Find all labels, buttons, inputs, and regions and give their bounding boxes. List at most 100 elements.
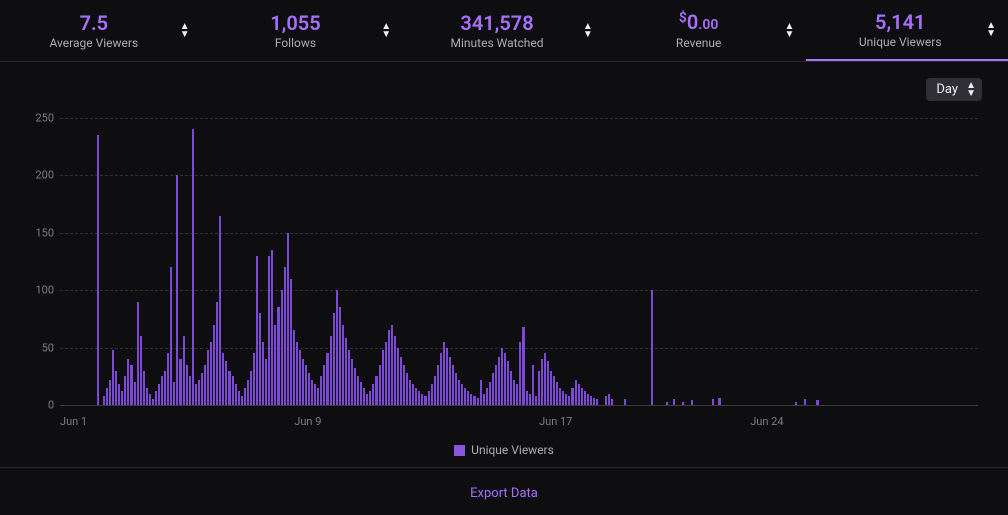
bar <box>388 330 390 405</box>
bar <box>458 380 460 405</box>
bar <box>219 216 221 405</box>
bar <box>146 388 148 405</box>
bar <box>440 353 442 405</box>
bar <box>112 350 114 405</box>
y-tick-label: 250 <box>35 112 54 125</box>
bar <box>403 365 405 405</box>
sort-icon[interactable]: ▲▼ <box>180 23 190 39</box>
bar <box>201 373 203 405</box>
granularity-value: Day <box>936 82 958 97</box>
bar <box>274 325 276 405</box>
bar <box>666 402 668 405</box>
bar <box>326 353 328 405</box>
metric-label: Average Viewers <box>12 36 176 50</box>
bar <box>467 391 469 405</box>
y-tick-label: 150 <box>35 226 54 239</box>
export-row: Export Data <box>0 467 1008 515</box>
metric-value: 5,141 <box>818 11 982 33</box>
bar <box>575 380 577 405</box>
bar <box>232 376 234 405</box>
bar <box>449 357 451 405</box>
bar <box>271 250 273 405</box>
bar <box>391 325 393 405</box>
bar <box>428 391 430 405</box>
bar <box>195 384 197 405</box>
metric-tab-average-viewers[interactable]: 7.5 Average Viewers ▲▼ <box>0 0 202 61</box>
bar <box>238 391 240 405</box>
bar <box>544 353 546 405</box>
chart-area: Day ▲▼ 050100150200250 Jun 1Jun 9Jun 17J… <box>0 62 1008 467</box>
bar <box>210 342 212 405</box>
bar <box>161 376 163 405</box>
metric-tab-unique-viewers[interactable]: 5,141 Unique Viewers ▲▼ <box>806 0 1008 61</box>
bar <box>590 396 592 405</box>
bar <box>302 359 304 405</box>
grid-line <box>60 405 978 406</box>
bar <box>538 371 540 405</box>
bar <box>492 373 494 405</box>
granularity-select[interactable]: Day ▲▼ <box>926 78 982 101</box>
bar <box>519 342 521 405</box>
metric-tab-follows[interactable]: 1,055 Follows ▲▼ <box>202 0 404 61</box>
bar <box>501 348 503 405</box>
y-tick-label: 100 <box>35 284 54 297</box>
x-tick-label: Jun 1 <box>60 415 87 428</box>
bar <box>691 400 693 405</box>
bar <box>385 342 387 405</box>
bar <box>299 350 301 405</box>
bars <box>60 118 978 405</box>
sort-icon[interactable]: ▲▼ <box>784 23 794 39</box>
metric-value: 7.5 <box>12 12 176 34</box>
bar <box>424 396 426 405</box>
bar <box>118 384 120 405</box>
bar <box>130 365 132 405</box>
x-axis: Jun 1Jun 9Jun 17Jun 24 <box>60 409 978 435</box>
bar <box>587 394 589 405</box>
sort-icon[interactable]: ▲▼ <box>381 23 391 39</box>
bar <box>651 290 653 405</box>
bar <box>510 371 512 405</box>
legend-swatch <box>454 445 465 456</box>
bar <box>115 371 117 405</box>
metric-tab-minutes-watched[interactable]: 341,578 Minutes Watched ▲▼ <box>403 0 605 61</box>
bar <box>103 396 105 405</box>
metric-label: Follows <box>214 36 378 50</box>
bar <box>480 380 482 405</box>
bar <box>473 396 475 405</box>
bar <box>228 371 230 405</box>
bar <box>339 307 341 405</box>
export-data-link[interactable]: Export Data <box>470 486 538 501</box>
bar <box>213 325 215 405</box>
sort-icon[interactable]: ▲▼ <box>583 23 593 39</box>
analytics-panel: 7.5 Average Viewers ▲▼ 1,055 Follows ▲▼ … <box>0 0 1008 515</box>
bar <box>176 175 178 405</box>
bar <box>336 290 338 405</box>
bar <box>342 325 344 405</box>
bar <box>461 384 463 405</box>
bar <box>314 384 316 405</box>
bar <box>568 396 570 405</box>
bar <box>244 388 246 405</box>
metric-tab-revenue[interactable]: $0.00 Revenue ▲▼ <box>605 0 807 61</box>
metric-label: Minutes Watched <box>415 36 579 50</box>
bar <box>446 348 448 405</box>
bar <box>330 336 332 405</box>
bar <box>608 394 610 405</box>
bar <box>333 313 335 405</box>
chart-controls: Day ▲▼ <box>926 78 982 101</box>
bar <box>562 391 564 405</box>
metric-value: 1,055 <box>214 12 378 34</box>
sort-icon[interactable]: ▲▼ <box>986 22 996 38</box>
bar <box>400 357 402 405</box>
bar <box>256 256 258 405</box>
bar <box>204 365 206 405</box>
bar <box>207 350 209 405</box>
bar <box>186 365 188 405</box>
bar <box>155 391 157 405</box>
bar <box>317 388 319 405</box>
bar <box>452 365 454 405</box>
bar <box>222 353 224 405</box>
bar <box>507 361 509 405</box>
bar <box>394 336 396 405</box>
bar <box>149 394 151 405</box>
